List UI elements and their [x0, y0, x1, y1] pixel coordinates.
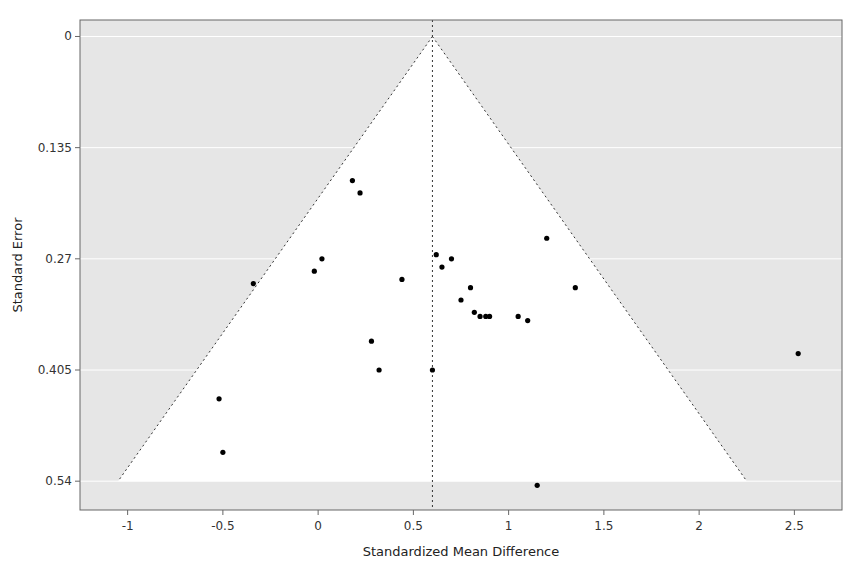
point: [544, 236, 549, 241]
x-tick-label: -0.5: [211, 519, 234, 533]
point: [468, 285, 473, 290]
point: [449, 256, 454, 261]
point: [525, 318, 530, 323]
point: [220, 450, 225, 455]
x-axis-label: Standardized Mean Difference: [363, 544, 560, 559]
plot-area: [80, 20, 842, 510]
x-tick-label: 2: [695, 519, 703, 533]
point: [430, 367, 435, 372]
grid-line: [80, 370, 842, 371]
y-tick: [75, 36, 80, 37]
point: [376, 367, 381, 372]
point: [357, 190, 362, 195]
grid-line: [80, 258, 842, 259]
funnel-edge: [118, 36, 432, 481]
x-tick-label: 0: [314, 519, 322, 533]
x-tick: [508, 510, 509, 515]
point: [439, 264, 444, 269]
point: [516, 314, 521, 319]
y-tick-label: 0: [64, 29, 72, 43]
y-tick-label: 0.54: [45, 474, 72, 488]
point: [434, 252, 439, 257]
x-tick-label: 1.5: [594, 519, 613, 533]
x-tick-label: -1: [122, 519, 134, 533]
point: [535, 483, 540, 488]
x-tick: [603, 510, 604, 515]
funnel-edge: [432, 36, 746, 481]
y-axis-label: Standard Error: [10, 217, 25, 313]
point: [487, 314, 492, 319]
grid-line: [80, 481, 842, 482]
point: [216, 396, 221, 401]
y-tick: [75, 370, 80, 371]
reference-line: [432, 20, 433, 510]
point: [472, 310, 477, 315]
point: [796, 351, 801, 356]
point: [319, 256, 324, 261]
y-tick: [75, 147, 80, 148]
point: [399, 277, 404, 282]
x-tick: [222, 510, 223, 515]
x-tick: [699, 510, 700, 515]
x-tick-label: 1: [505, 519, 513, 533]
y-tick-label: 0.405: [38, 363, 72, 377]
grid-line: [80, 36, 842, 37]
point: [477, 314, 482, 319]
point: [369, 339, 374, 344]
point: [312, 269, 317, 274]
x-tick-label: 2.5: [785, 519, 804, 533]
point: [251, 281, 256, 286]
plot-background: [80, 20, 842, 510]
point: [350, 178, 355, 183]
point: [458, 297, 463, 302]
grid-line: [80, 147, 842, 148]
y-tick: [75, 481, 80, 482]
x-tick: [794, 510, 795, 515]
chart: -1 -0.5 0 0.5 1 1.5 2 2.5 0 0.135 0.27 0.405 0.54 Sta…: [0, 0, 866, 574]
x-tick: [127, 510, 128, 515]
x-tick: [413, 510, 414, 515]
x-tick: [318, 510, 319, 515]
plot-frame: [80, 20, 842, 510]
y-tick: [75, 258, 80, 259]
y-tick-label: 0.135: [38, 141, 72, 155]
y-tick-label: 0.27: [45, 252, 72, 266]
point: [573, 285, 578, 290]
x-tick-label: 0.5: [404, 519, 423, 533]
